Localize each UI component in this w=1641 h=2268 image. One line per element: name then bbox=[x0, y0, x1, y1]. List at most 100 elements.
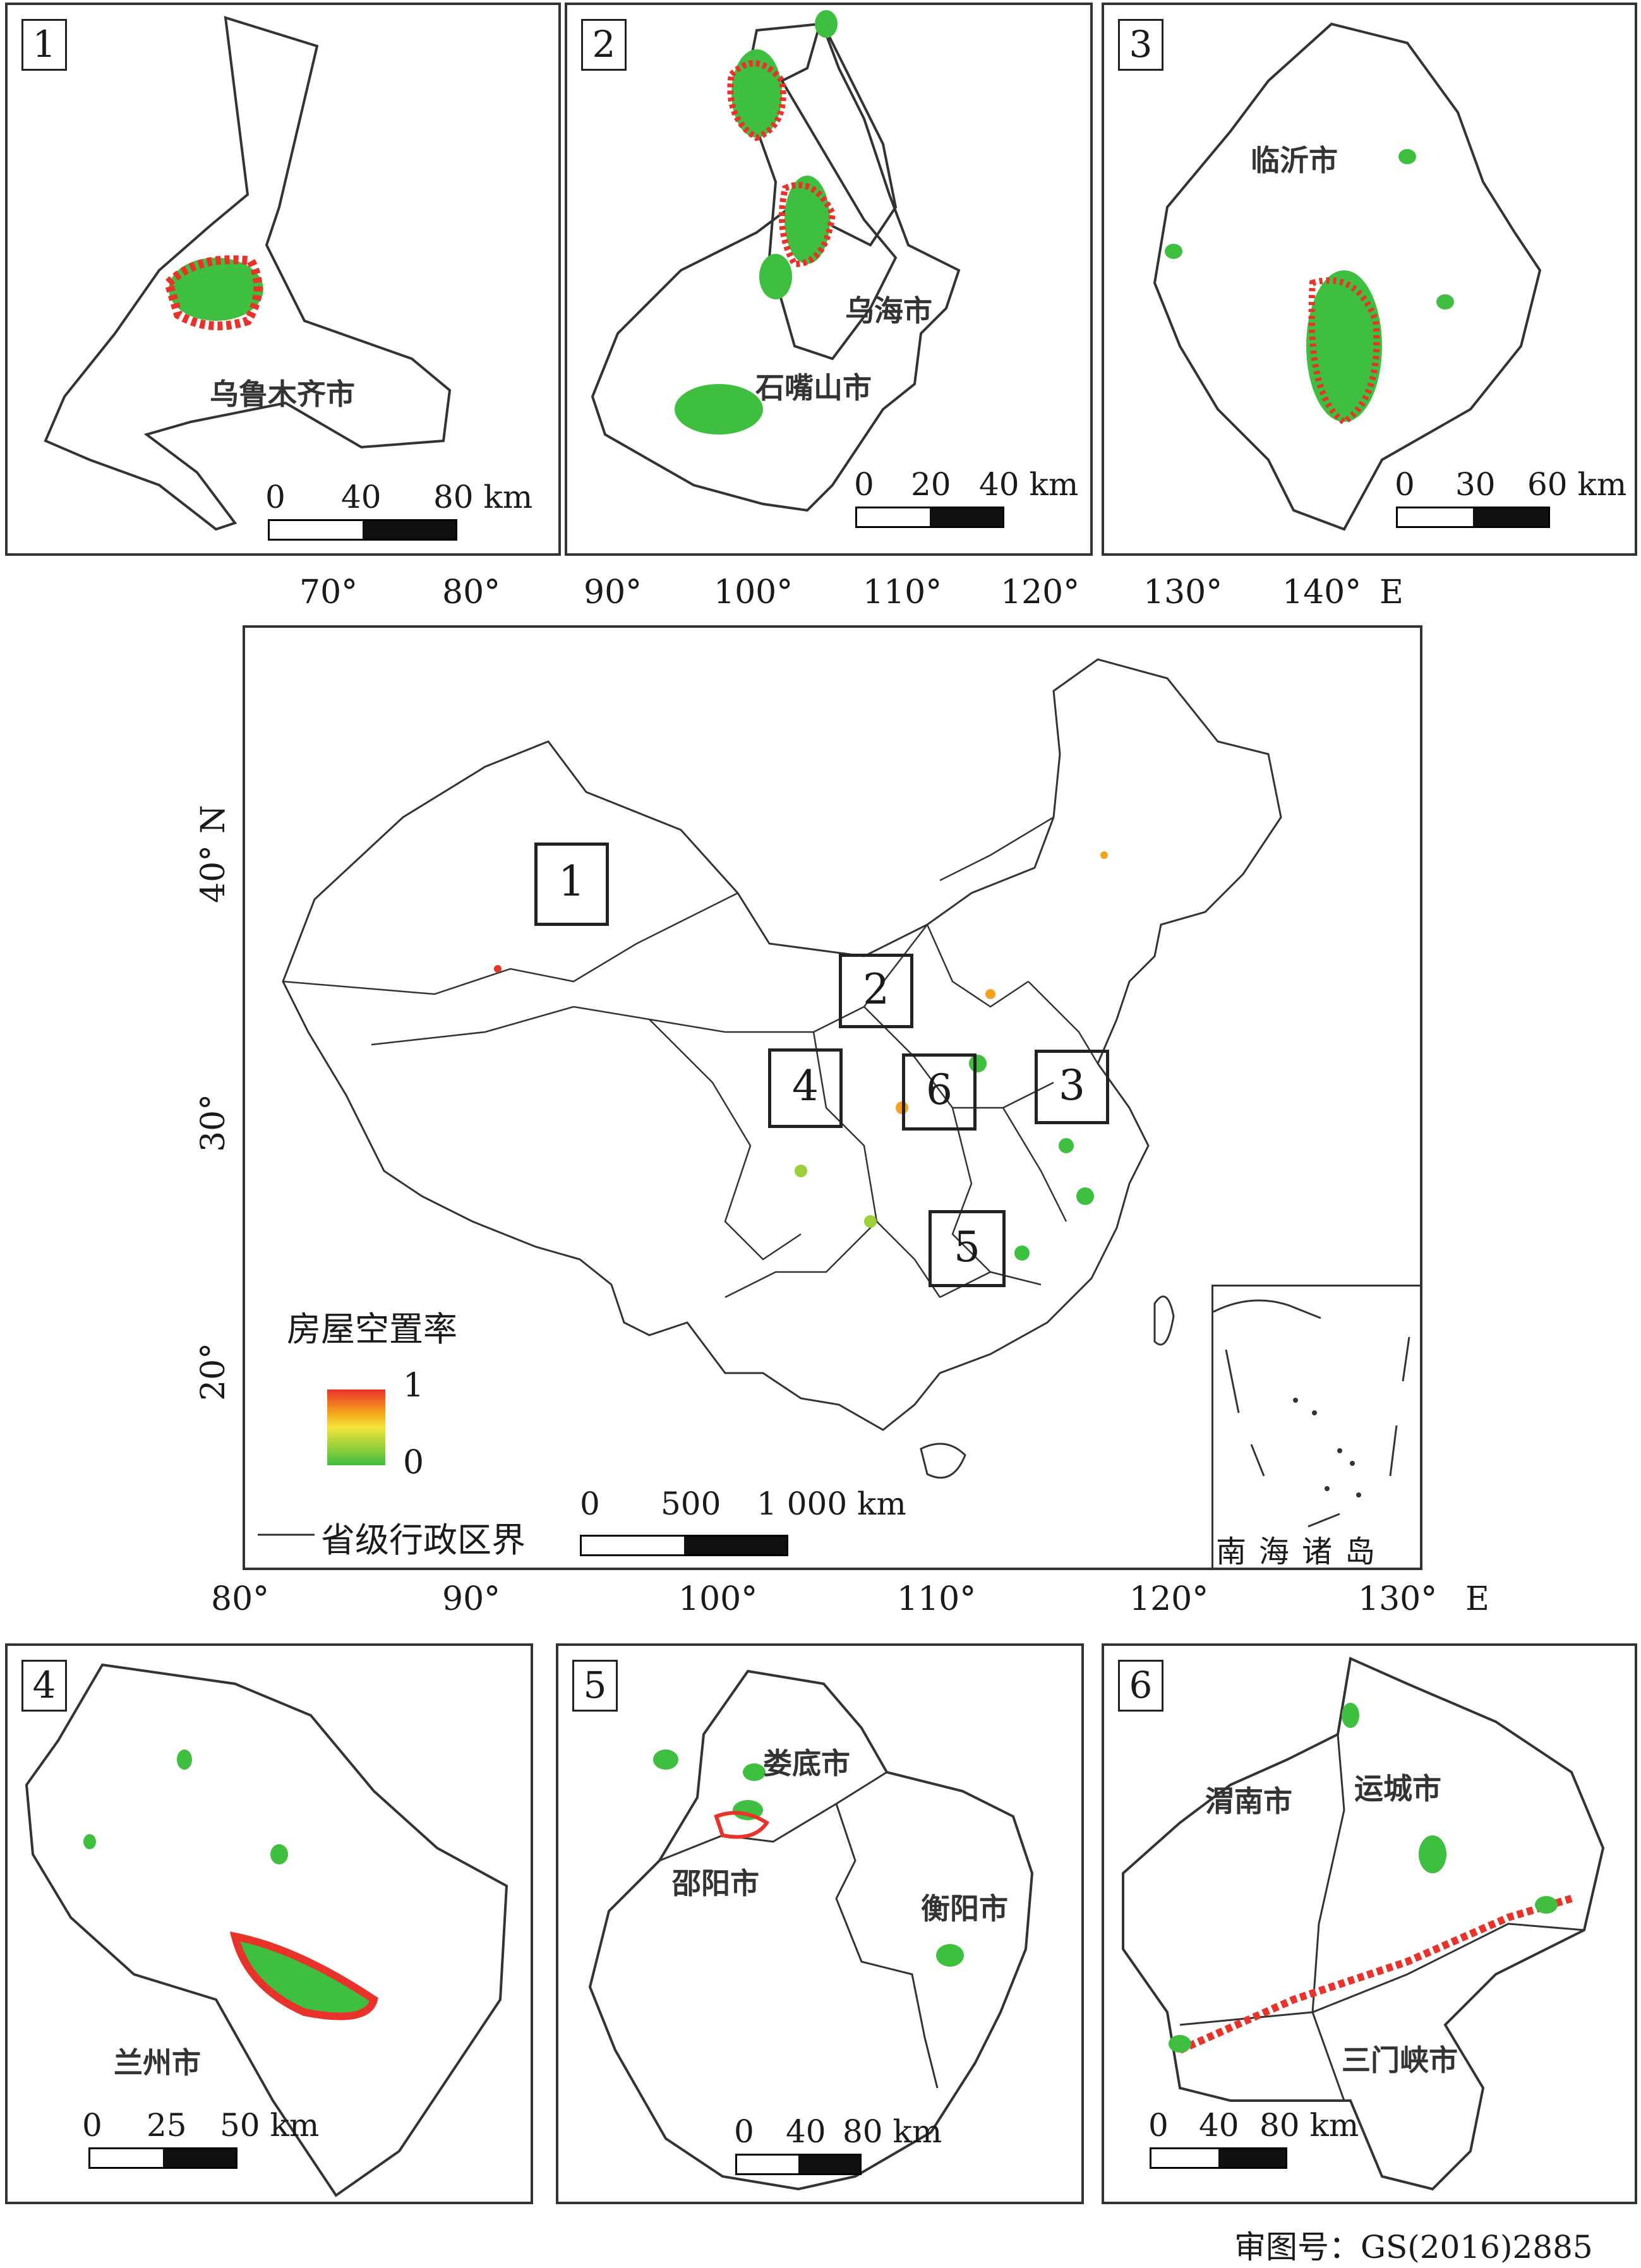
urban-cluster bbox=[169, 258, 263, 321]
top-tick: 110° bbox=[863, 573, 942, 611]
inset-panel-5: 5 娄底市 邵阳市 衡阳市 0 40 80 km bbox=[556, 1643, 1084, 2204]
boundary-legend-label: 省级行政区界 bbox=[321, 1520, 526, 1560]
inset-panel-2: 2 乌海市 石嘴山市 0 20 40 km bbox=[565, 3, 1093, 556]
city-boundary bbox=[1122, 1657, 1605, 2191]
region-box-6: 6 bbox=[902, 1053, 977, 1131]
inset-number: 6 bbox=[1118, 1660, 1163, 1712]
south-sea-inset-label: 南海诸岛 bbox=[1216, 1534, 1388, 1569]
city-label: 运城市 bbox=[1354, 1772, 1441, 1806]
city-label: 娄底市 bbox=[763, 1746, 850, 1780]
region-box-4: 4 bbox=[768, 1048, 843, 1128]
top-tick: 90° bbox=[584, 573, 642, 611]
scale-bar: 0 40 80 km bbox=[260, 479, 538, 548]
inset-number: 2 bbox=[581, 19, 627, 71]
taiwan bbox=[1153, 1295, 1175, 1346]
inset-4-map bbox=[25, 1663, 508, 2197]
urban-cluster bbox=[1535, 1896, 1558, 1914]
inset-number: 1 bbox=[21, 19, 67, 71]
urban-edge bbox=[779, 182, 836, 268]
city-boundary bbox=[25, 1663, 508, 2197]
inset-2-map bbox=[591, 10, 961, 512]
urban-edge bbox=[1178, 1895, 1573, 2054]
urban-cluster bbox=[1419, 1835, 1446, 1873]
inset-panel-1: 1 乌鲁木齐市 0 40 80 km bbox=[5, 3, 561, 556]
inset-6-map bbox=[1122, 1657, 1605, 2191]
urban-cluster bbox=[270, 1844, 288, 1864]
approval-number: 审图号：GS(2016)2885 bbox=[1234, 2229, 1593, 2265]
inset-1-map bbox=[44, 16, 452, 531]
bottom-tick: 130° bbox=[1358, 1580, 1438, 1618]
bottom-tick: 80° bbox=[211, 1580, 270, 1618]
inset-panel-4: 4 兰州市 0 25 50 km bbox=[5, 1643, 533, 2204]
main-map-frame: 1 2 3 4 5 6 房屋空置率 1 0 省级行政区界 0 500 1 000… bbox=[243, 625, 1422, 1570]
scale-bar: 0 20 40 km bbox=[854, 466, 1090, 536]
bottom-tick: 110° bbox=[897, 1580, 977, 1618]
urban-cluster bbox=[1398, 149, 1416, 164]
top-tick: 140° bbox=[1282, 573, 1362, 611]
south-sea-map bbox=[1213, 1299, 1410, 1528]
top-tick: 130° bbox=[1143, 573, 1223, 611]
city-label: 乌海市 bbox=[845, 294, 932, 328]
hainan bbox=[920, 1443, 966, 1479]
city-boundary bbox=[588, 1669, 1034, 2191]
urban-edge bbox=[1308, 277, 1380, 426]
inset-number: 4 bbox=[21, 1660, 67, 1712]
region-box-3: 3 bbox=[1035, 1050, 1109, 1124]
legend-max-label: 1 bbox=[403, 1367, 424, 1405]
urban-cluster bbox=[1169, 2035, 1191, 2053]
region-box-1: 1 bbox=[534, 843, 609, 926]
urban-cluster bbox=[653, 1749, 678, 1770]
urban-edge bbox=[229, 1931, 378, 2020]
urban-cluster bbox=[784, 176, 830, 264]
scale-bar: 0 25 50 km bbox=[77, 2107, 355, 2176]
urban-cluster bbox=[743, 1763, 766, 1781]
inset-number: 3 bbox=[1118, 19, 1163, 71]
urban-vacancy-points bbox=[494, 851, 1108, 1261]
top-axis-unit: E bbox=[1380, 573, 1404, 611]
bottom-axis-unit: E bbox=[1465, 1580, 1489, 1618]
inset-number: 5 bbox=[572, 1660, 618, 1712]
urban-edge bbox=[714, 1811, 770, 1839]
top-tick: 120° bbox=[1001, 573, 1080, 611]
urban-cluster bbox=[1165, 244, 1182, 259]
urban-cluster bbox=[815, 10, 838, 38]
city-label: 兰州市 bbox=[114, 2046, 201, 2080]
scale-bar: 0 40 80 km bbox=[1148, 2107, 1401, 2176]
city-label: 乌鲁木齐市 bbox=[210, 377, 355, 411]
city-label: 邵阳市 bbox=[672, 1866, 759, 1900]
china-map bbox=[258, 658, 1282, 1536]
scale-bar: 0 500 1 000 km bbox=[580, 1485, 934, 1561]
urban-cluster bbox=[177, 1749, 192, 1770]
urban-cluster bbox=[675, 384, 763, 435]
bottom-tick: 120° bbox=[1129, 1580, 1209, 1618]
left-tick: 20° bbox=[195, 1342, 232, 1401]
top-tick: 80° bbox=[442, 573, 501, 611]
legend-title: 房屋空置率 bbox=[287, 1309, 457, 1349]
city-label: 渭南市 bbox=[1205, 1784, 1292, 1818]
city-label: 石嘴山市 bbox=[755, 371, 872, 405]
bottom-tick: 90° bbox=[442, 1580, 501, 1618]
south-sea-inset: 南海诸岛 bbox=[1211, 1285, 1420, 1569]
inset-3-map bbox=[1153, 22, 1542, 531]
left-axis-unit: N bbox=[195, 805, 232, 834]
scale-bar: 0 30 60 km bbox=[1395, 466, 1635, 536]
urban-cluster bbox=[83, 1834, 96, 1849]
urban-cluster bbox=[759, 254, 792, 299]
top-tick: 70° bbox=[299, 573, 358, 611]
city-label: 三门峡市 bbox=[1342, 2043, 1458, 2077]
urban-cluster bbox=[1342, 1703, 1359, 1728]
urban-cluster bbox=[936, 1944, 964, 1967]
scale-bar: 0 40 80 km bbox=[734, 2113, 987, 2183]
urban-cluster bbox=[1306, 270, 1382, 422]
region-box-5: 5 bbox=[929, 1210, 1006, 1287]
legend-color-ramp bbox=[327, 1389, 385, 1465]
city-label: 临沂市 bbox=[1251, 143, 1338, 177]
inset-panel-6: 6 渭南市 运城市 三门峡市 0 40 80 km bbox=[1102, 1643, 1637, 2204]
bottom-tick: 100° bbox=[678, 1580, 758, 1618]
inset-panel-3: 3 临沂市 0 30 60 km bbox=[1102, 3, 1637, 556]
left-tick: 30° bbox=[195, 1093, 232, 1152]
inset-5-map bbox=[588, 1669, 1034, 2191]
city-label: 衡阳市 bbox=[921, 1892, 1008, 1926]
urban-edge bbox=[727, 60, 786, 141]
urban-cluster bbox=[1436, 294, 1454, 309]
